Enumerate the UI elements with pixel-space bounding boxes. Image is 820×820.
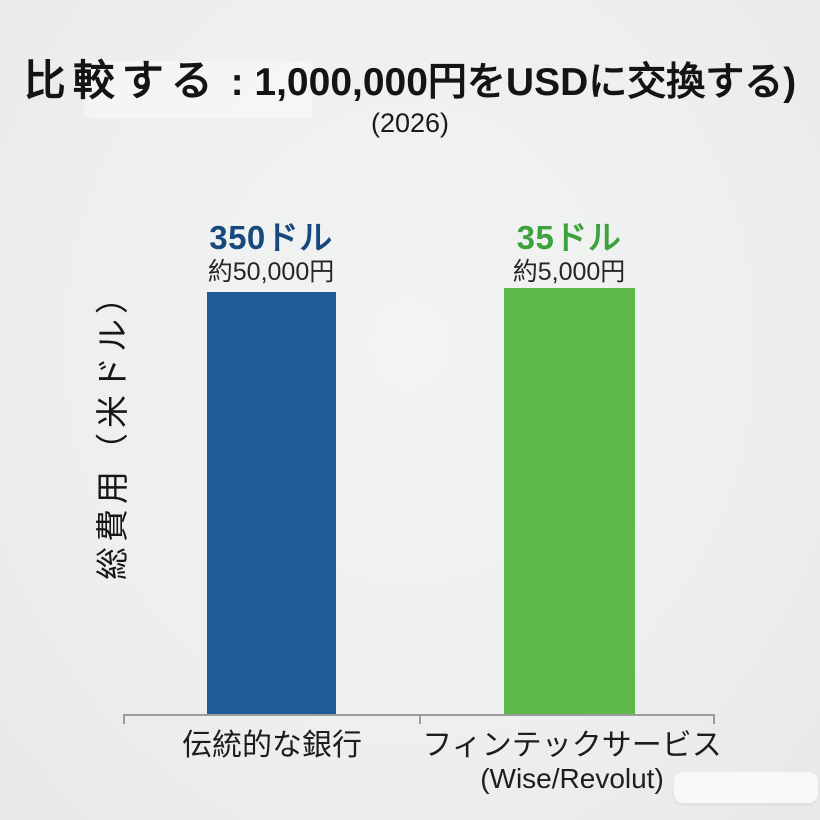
value-jpy-fintech: 約5,000円 bbox=[512, 258, 626, 286]
chart-subtitle: (2026) bbox=[370, 108, 450, 138]
x-axis-tick-right bbox=[713, 714, 715, 724]
bar-fintech-service bbox=[504, 288, 635, 714]
category-traditional-text: 伝統的な銀行 bbox=[182, 729, 362, 762]
category-fintech-text: フィンテックサービス bbox=[422, 729, 722, 762]
category-fintech-subtext: (Wise/Revolut) bbox=[480, 763, 664, 794]
value-label-group-fintech: 35ドル 約5,000円 bbox=[429, 219, 709, 288]
corner-watermark-patch bbox=[674, 772, 818, 803]
x-axis-tick-middle bbox=[419, 714, 421, 724]
value-label-group-traditional: 350ドル 約50,000円 bbox=[131, 219, 411, 288]
category-label-traditional: 伝統的な銀行 bbox=[122, 728, 422, 763]
title-highlight-box bbox=[84, 61, 312, 118]
value-jpy-traditional: 約50,000円 bbox=[207, 258, 335, 286]
value-usd-traditional: 350ドル bbox=[209, 219, 333, 256]
chart-title-main: : 1,000,000円をUSDに交換する) bbox=[219, 61, 797, 104]
chart-title: 比較する : 1,000,000円をUSDに交換する) bbox=[0, 56, 820, 109]
y-axis-label: 総費用（米ドル） bbox=[96, 276, 132, 580]
x-axis-tick-left bbox=[123, 714, 125, 724]
value-usd-fintech: 35ドル bbox=[516, 219, 622, 256]
chart-title-prefix: 比較する bbox=[23, 59, 220, 105]
category-label-fintech: フィンテックサービス (Wise/Revolut) bbox=[407, 728, 737, 795]
bar-traditional-bank bbox=[207, 292, 336, 714]
